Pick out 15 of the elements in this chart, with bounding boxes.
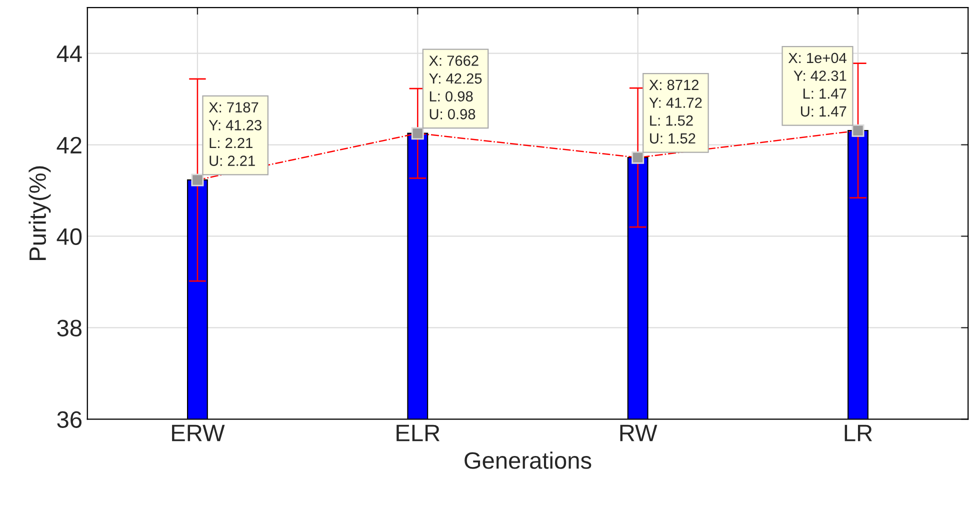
x-tick-label: ERW	[172, 424, 225, 442]
y-tick-label: 42	[56, 136, 82, 154]
x-tick-label: RW	[620, 424, 658, 442]
y-tick-label: 44	[56, 46, 82, 62]
y-tick-label: 36	[57, 411, 82, 428]
x-tick-label: LR	[844, 424, 872, 442]
annotation: X: 7187 Y: 41.23 L: 2.21 U: 2.21	[208, 102, 262, 166]
y-tick-label: 40	[56, 228, 82, 246]
annotation: X: 7662 Y: 42.25 L: 0.98 U: 0.98	[429, 56, 482, 120]
y-axis-title: Purity(%)	[28, 166, 51, 260]
x-tick-label: ELR	[396, 424, 440, 442]
annotation: X: 8712 Y: 41.72 L: 1.52 U: 1.52	[649, 80, 702, 144]
x-axis-title: Generations	[464, 452, 592, 469]
y-tick-label: 38	[57, 320, 82, 336]
annotation: X: 1e+04 Y: 42.31 L: 1.47 U: 1.47	[788, 52, 846, 117]
